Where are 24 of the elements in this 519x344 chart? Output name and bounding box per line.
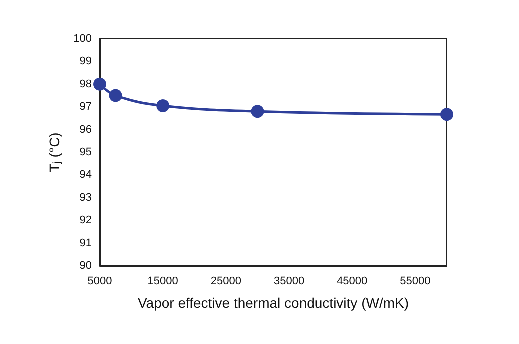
point [251,105,264,118]
x-tick-label: 5000 [88,276,112,288]
y-tick-label: 94 [80,169,92,182]
x-tick-label: 25000 [210,276,242,288]
y-tick-label: 93 [80,192,92,204]
y-tick-label: 91 [80,237,92,250]
y-tick-label: 99 [80,56,92,68]
y-tick-label: 90 [80,260,92,272]
y-tick-label: 96 [80,124,92,136]
y-tick-label: 92 [80,214,92,227]
x-tick-label: 55000 [400,276,431,288]
y-tick-label: 95 [80,146,92,158]
x-axis-title: Vapor effective thermal conductivity (W/mK) [138,295,410,311]
x-tick-label: 35000 [274,276,305,288]
y-tick-label: 98 [80,78,92,90]
point [156,99,170,112]
x-tick-label: 15000 [148,276,178,288]
x-tick-label: 45000 [337,276,368,288]
point [94,78,106,91]
y-axis-title: Tj (°C) [46,132,64,172]
point [440,108,454,122]
point [109,89,122,102]
y-tick-label: 97 [80,101,92,114]
y-tick-label: 100 [74,33,92,45]
